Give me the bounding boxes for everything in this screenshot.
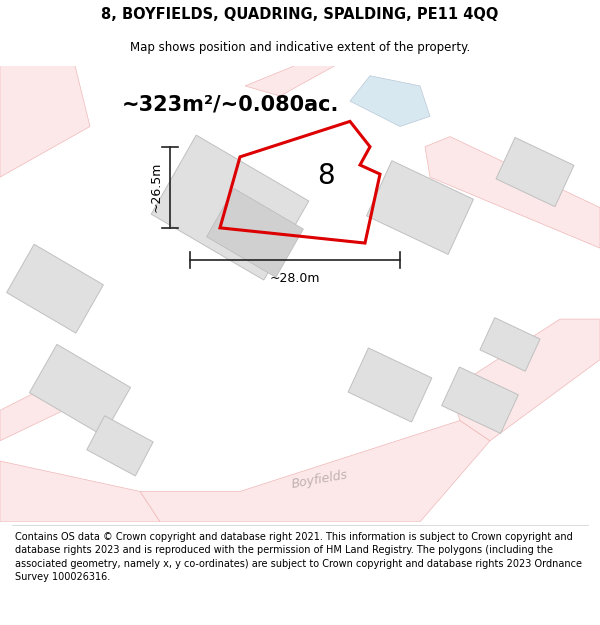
Polygon shape (0, 375, 85, 441)
Polygon shape (496, 138, 574, 207)
Text: 8, BOYFIELDS, QUADRING, SPALDING, PE11 4QQ: 8, BOYFIELDS, QUADRING, SPALDING, PE11 4… (101, 7, 499, 22)
Polygon shape (450, 319, 600, 441)
Polygon shape (0, 461, 160, 522)
Polygon shape (7, 244, 103, 333)
Polygon shape (442, 367, 518, 433)
Polygon shape (480, 318, 540, 371)
Polygon shape (29, 344, 131, 436)
Text: ~28.0m: ~28.0m (270, 272, 320, 285)
Text: ~26.5m: ~26.5m (149, 162, 163, 212)
Polygon shape (0, 66, 90, 177)
Text: Map shows position and indicative extent of the property.: Map shows position and indicative extent… (130, 41, 470, 54)
Polygon shape (151, 135, 309, 280)
Polygon shape (206, 189, 304, 278)
Polygon shape (425, 137, 600, 248)
Polygon shape (350, 76, 430, 126)
Polygon shape (245, 66, 335, 96)
Polygon shape (140, 421, 490, 522)
Polygon shape (348, 348, 432, 422)
Text: ~323m²/~0.080ac.: ~323m²/~0.080ac. (121, 94, 338, 114)
Text: 8: 8 (317, 162, 335, 191)
Text: Contains OS data © Crown copyright and database right 2021. This information is : Contains OS data © Crown copyright and d… (15, 532, 582, 582)
Polygon shape (87, 416, 153, 476)
Polygon shape (367, 161, 473, 254)
Text: Boyfields: Boyfields (291, 468, 349, 491)
